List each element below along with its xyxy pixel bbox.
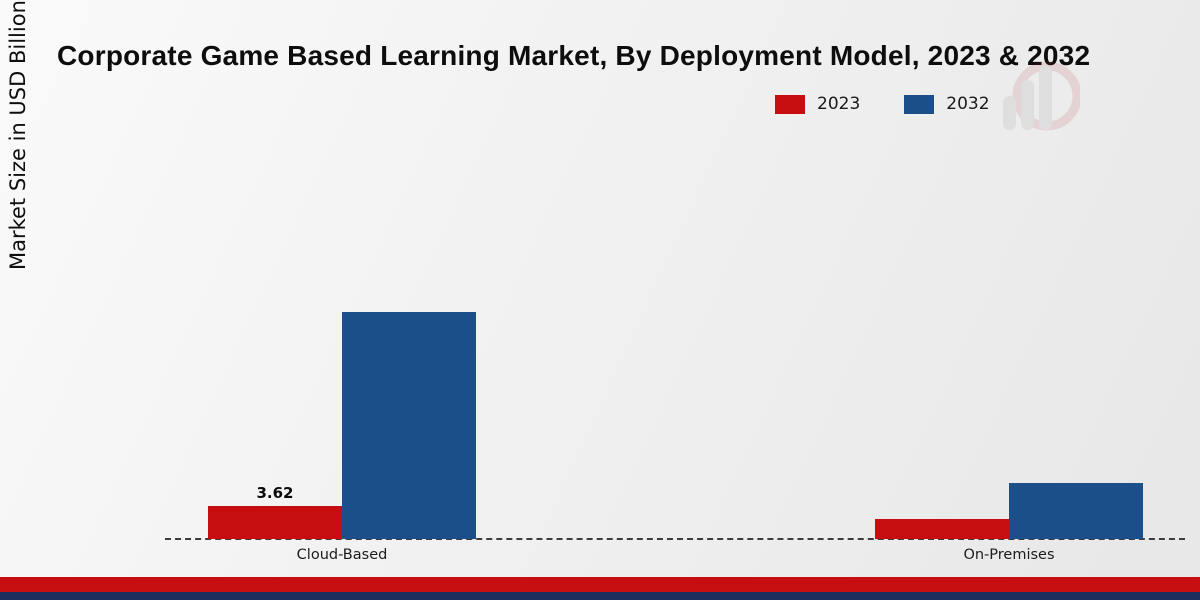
footer-red-band	[0, 577, 1200, 592]
bar-value-label: 3.62	[256, 484, 294, 502]
bar-2032-on-premises	[1009, 483, 1143, 539]
bar-chart-logo-watermark-icon	[1003, 61, 1080, 131]
legend-item-2023: 2023	[775, 94, 860, 114]
category-label-on-premises: On-Premises	[963, 547, 1055, 563]
bar-2023-cloud-based: 3.62	[208, 484, 342, 539]
chart-title: Corporate Game Based Learning Market, By…	[57, 40, 1091, 71]
legend-swatch-2032-icon	[904, 94, 935, 114]
footer-navy-band	[0, 592, 1200, 600]
bar-group-cloud-based: 3.62	[208, 312, 476, 539]
bar-2032-cloud-based	[342, 312, 476, 539]
y-axis-label: Market Size in USD Billion	[6, 0, 30, 271]
legend-swatch-2023-icon	[775, 94, 805, 114]
x-axis-baseline	[165, 538, 1185, 540]
bar-2023-on-premises	[875, 519, 1009, 539]
category-label-cloud-based: Cloud-Based	[296, 547, 388, 563]
legend-item-2032: 2032	[904, 94, 990, 114]
plot-area: Cloud-Based 3.62 On-Premises	[165, 70, 1185, 563]
legend-label-2023: 2023	[817, 94, 861, 114]
legend-label-2032: 2032	[946, 94, 990, 114]
legend: 2023 2032	[775, 94, 990, 114]
bar-group-on-premises	[875, 483, 1143, 539]
